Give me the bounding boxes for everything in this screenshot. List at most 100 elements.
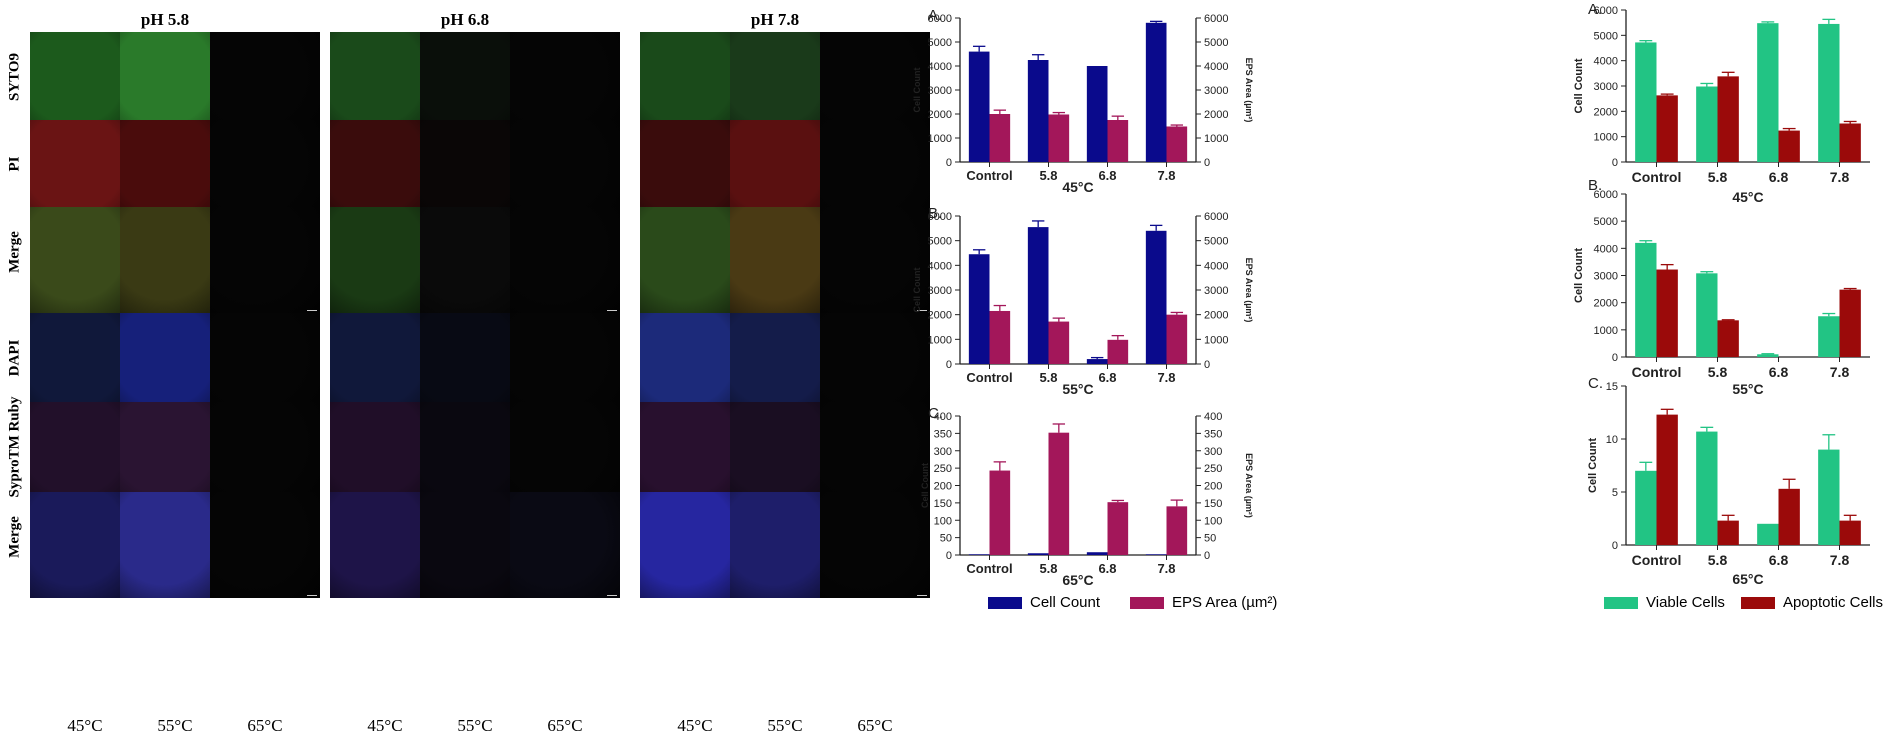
y2-tick-label: 3000 [1204,285,1228,297]
temperature-label: 55°C [767,716,803,735]
y2-tick-label: 6000 [1204,13,1228,25]
bar-viable-cells [1696,431,1718,545]
bar-apoptotic-cells [1717,320,1739,357]
x-tick-label: Control [1632,169,1682,185]
y2-tick-label: 150 [1204,498,1222,510]
y-tick-label: 5 [1612,487,1618,499]
bar-viable-cells [1818,316,1840,357]
legend-viable-apoptotic: Viable Cells Apoptotic Cells [1604,594,1883,611]
temperature-label: 45°C [367,716,403,735]
bar-apoptotic-cells [1778,488,1800,545]
row-label-text: SyproTM Ruby [6,396,23,498]
bar-apoptotic-cells [1778,130,1800,162]
bar-apoptotic-cells [1839,123,1861,162]
y2-tick-label: 50 [1204,533,1216,545]
bar-apoptotic-cells [1656,414,1678,545]
y2-tick-label: 1000 [1204,334,1228,346]
micrograph-tile [510,207,620,313]
bar-cell-count [1145,230,1167,364]
bar-apoptotic-cells [1717,520,1739,545]
y-tick-label: 10 [1606,434,1618,446]
y-tick-label: 4000 [1594,56,1618,68]
micrograph-tile [210,492,320,598]
bar-apoptotic-cells [1717,76,1739,162]
bar-eps-area-m- [1166,126,1188,162]
bar-viable-cells [1757,354,1779,357]
temperature-label: 65°C [857,716,893,735]
bar-eps-area-m- [1107,120,1129,162]
micrograph-tile [820,402,930,508]
y2-tick-label: 5000 [1204,37,1228,49]
chart-panel-letter: C. [1588,375,1603,392]
bar-viable-cells [1635,470,1657,545]
x-axis-label: 45°C [1732,189,1763,205]
bar-viable-cells [1818,449,1840,545]
y-axis-label: Cell Count [1573,58,1585,113]
x-axis-label: 65°C [1732,571,1763,587]
x-tick-label: 5.8 [1708,169,1728,185]
micrograph-tile [210,313,320,419]
y2-tick-label: 300 [1204,446,1222,458]
y2-tick-label: 100 [1204,515,1222,527]
ph-column-header: pH 7.8 [750,10,800,29]
y-tick-label: 0 [1612,540,1618,552]
y-tick-label: 6000 [1594,189,1618,201]
x-tick-label: Control [1632,364,1682,380]
y2-tick-label: 2000 [1204,310,1228,322]
y2-axis-label: EPS Area (µm²) [1244,453,1254,518]
scale-bar [307,595,317,596]
legend-label-viable: Viable Cells [1646,594,1725,611]
legend-swatch-eps-area [1130,596,1165,609]
legend-label-eps-area: EPS Area (µm²) [1172,594,1278,611]
bar-apoptotic-cells [1839,520,1861,545]
temperature-label: 55°C [457,716,493,735]
chart-panel-letter: B. [1588,177,1602,194]
bar-apoptotic-cells [1656,95,1678,162]
micrograph-tile [210,207,320,313]
scale-bar [917,595,927,596]
y2-tick-label: 5000 [1204,236,1228,248]
y-tick-label: 0 [1612,352,1618,364]
row-label-text: Merge [6,231,23,273]
y-tick-label: 5000 [1594,216,1618,228]
x-tick-label: 7.8 [1830,552,1850,568]
bar-viable-cells [1696,273,1718,357]
y-tick-label: 5000 [1594,30,1618,42]
scale-bar [607,595,617,596]
y2-tick-label: 200 [1204,481,1222,493]
bar-viable-cells [1635,242,1657,357]
x-tick-label: 7.8 [1157,168,1175,183]
scale-bar [307,310,317,311]
y2-tick-label: 4000 [1204,260,1228,272]
ph-column-header: pH 5.8 [140,10,190,29]
micrograph-tile [820,492,930,598]
bar-viable-cells [1818,23,1840,162]
y2-tick-label: 0 [1204,359,1210,371]
y-axis-label: Cell Count [1573,248,1585,303]
row-label-text: SYTO9 [6,52,23,102]
x-tick-label: 7.8 [1157,561,1175,576]
x-tick-label: 7.8 [1157,370,1175,385]
bar-eps-area-m- [1166,314,1188,364]
temperature-label: 65°C [247,716,283,735]
bar-eps-area-m- [1107,502,1129,555]
x-tick-label: 5.8 [1708,552,1728,568]
micrograph-tile [510,402,620,508]
temperature-label: 45°C [67,716,103,735]
bar-viable-cells [1635,42,1657,162]
y2-axis-label: EPS Area (µm²) [1244,58,1254,123]
bar-apoptotic-cells [1839,289,1861,357]
x-tick-label: 6.8 [1769,364,1789,380]
micrograph-panel: SYTO9 PI Merge DAPI SyproTM Ruby Merge pH 5.8 4… [6,10,930,735]
micrograph-tile [510,313,620,419]
y-tick-label: 3000 [1594,81,1618,93]
y-tick-label: 2000 [1594,106,1618,118]
legend-swatch-cell-count [988,596,1022,609]
bar-cell-count [1145,554,1167,555]
y2-tick-label: 3000 [1204,85,1228,97]
scale-bar [917,310,927,311]
bar-eps-area-m- [1166,506,1188,555]
bar-viable-cells [1696,86,1718,162]
bar-viable-cells [1757,23,1779,162]
y2-tick-label: 6000 [1204,211,1228,223]
